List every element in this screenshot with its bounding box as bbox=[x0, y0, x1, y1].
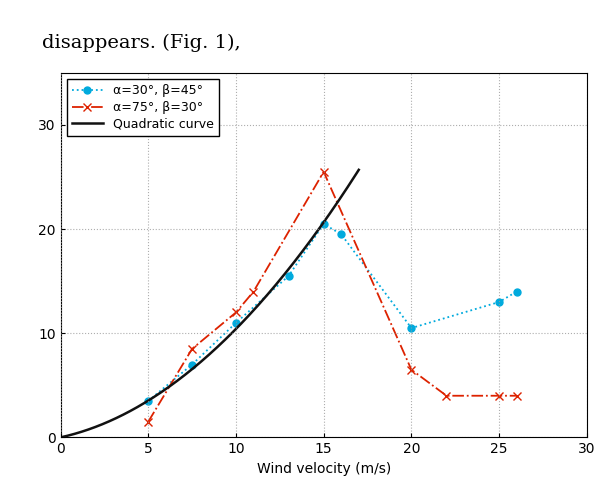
Quadratic curve bbox=[58, 434, 65, 440]
α=30°, β=45° bbox=[513, 289, 520, 295]
Quadratic curve bbox=[240, 319, 247, 325]
Quadratic curve bbox=[57, 434, 64, 440]
α=30°, β=45° bbox=[338, 231, 345, 237]
α=30°, β=45° bbox=[189, 362, 196, 367]
Quadratic curve bbox=[355, 167, 362, 173]
α=75°, β=30° bbox=[513, 393, 520, 399]
α=30°, β=45° bbox=[145, 398, 152, 404]
Quadratic curve bbox=[234, 324, 241, 330]
α=75°, β=30° bbox=[320, 169, 327, 175]
Quadratic curve bbox=[309, 236, 316, 242]
α=75°, β=30° bbox=[495, 393, 503, 399]
α=30°, β=45° bbox=[285, 273, 292, 279]
α=75°, β=30° bbox=[145, 419, 152, 425]
α=30°, β=45° bbox=[495, 299, 503, 305]
Quadratic curve bbox=[234, 325, 241, 330]
α=30°, β=45° bbox=[408, 325, 415, 331]
Text: disappears. (Fig. 1),: disappears. (Fig. 1), bbox=[42, 34, 241, 52]
α=75°, β=30° bbox=[232, 310, 240, 315]
α=75°, β=30° bbox=[250, 289, 257, 295]
α=30°, β=45° bbox=[232, 320, 240, 326]
α=75°, β=30° bbox=[408, 367, 415, 373]
X-axis label: Wind velocity (m/s): Wind velocity (m/s) bbox=[257, 462, 391, 476]
α=75°, β=30° bbox=[443, 393, 450, 399]
Legend: α=30°, β=45°, α=75°, β=30°, Quadratic curve: α=30°, β=45°, α=75°, β=30°, Quadratic cu… bbox=[67, 79, 219, 136]
α=75°, β=30° bbox=[189, 346, 196, 352]
Quadratic curve bbox=[327, 209, 335, 215]
Line: Quadratic curve: Quadratic curve bbox=[60, 170, 359, 437]
Line: α=75°, β=30°: α=75°, β=30° bbox=[144, 168, 521, 426]
α=30°, β=45° bbox=[320, 221, 327, 227]
Line: α=30°, β=45°: α=30°, β=45° bbox=[145, 221, 520, 404]
